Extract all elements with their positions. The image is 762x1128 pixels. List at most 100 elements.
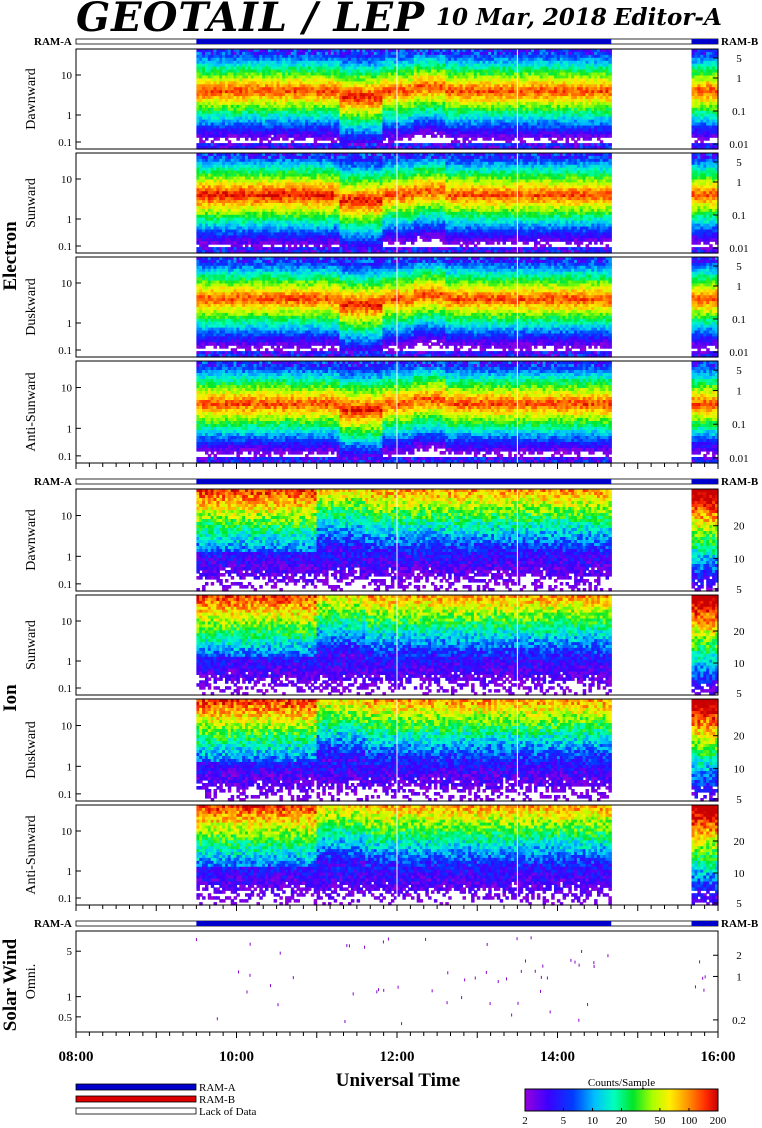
ram-bar: RAM-A RAM-B: [34, 476, 759, 488]
x-axis-label: Universal Time: [336, 1070, 460, 1091]
colorbar-scale: [525, 1089, 718, 1111]
y-tick-label-right: 10: [734, 763, 746, 775]
panel-frame: [76, 931, 718, 1032]
y-tick-label: 10: [61, 278, 73, 290]
y-tick-label-right: 5: [736, 365, 742, 377]
ram-a-coverage: [196, 39, 611, 44]
y-tick-label-right: 5: [736, 157, 742, 169]
y-tick-label: 10: [61, 383, 73, 395]
legend-label: RAM-B: [199, 1094, 235, 1106]
colorbar-tick-label: 2: [522, 1115, 528, 1127]
panel-label: Sunward: [24, 178, 39, 228]
y-tick-label: 10: [61, 721, 73, 733]
group-label: Ion: [0, 684, 21, 712]
legend-swatch: [76, 1084, 196, 1090]
y-tick-label: 10: [61, 616, 73, 628]
colorbar-title: Counts/Sample: [588, 1077, 655, 1089]
y-tick-label: 0.5: [58, 1012, 72, 1024]
y-tick-label: 1: [67, 656, 73, 668]
y-tick-label-right: 2: [736, 950, 742, 962]
y-tick-label: 5: [67, 946, 73, 958]
y-tick-label: 10: [61, 826, 73, 838]
ram-label-right: RAM-B: [721, 36, 759, 48]
y-tick-label-right: 10: [734, 658, 746, 670]
y-tick-label: 1: [67, 992, 73, 1004]
y-tick-label-right: 0.01: [729, 453, 748, 465]
ram-bar: RAM-A RAM-B: [34, 918, 759, 930]
panel-label: Duskward: [24, 721, 39, 779]
colorbar-tick-label: 100: [681, 1115, 698, 1127]
panel-label: Sunward: [24, 620, 39, 670]
y-tick-label-right: 10: [734, 553, 746, 565]
y-tick-label: 1: [67, 761, 73, 773]
y-tick-label-right: 0.1: [732, 106, 746, 118]
ram-a-coverage: [196, 921, 611, 926]
y-tick-label-right: 0.1: [732, 314, 746, 326]
panel-label: Dawnward: [24, 68, 39, 129]
y-tick-label: 1: [67, 214, 73, 226]
time-axis-ticks: [76, 1032, 718, 1038]
y-tick-label-right: 0.1: [732, 419, 746, 431]
ram-label-left: RAM-A: [34, 36, 72, 48]
y-tick-label: 0.1: [58, 345, 72, 357]
ram-label-right: RAM-B: [721, 476, 759, 488]
y-tick-label-right: 5: [736, 584, 742, 596]
colorbar-tick-label: 20: [616, 1115, 628, 1127]
colorbar-tick-label: 5: [561, 1115, 567, 1127]
y-tick-label: 0.1: [58, 683, 72, 695]
y-tick-label-right: 1: [736, 386, 742, 398]
panel-label: Anti-Sunward: [24, 815, 39, 894]
colorbar-tick-label: 10: [587, 1115, 599, 1127]
y-tick-label: 10: [61, 511, 73, 523]
y-tick-label: 1: [67, 110, 73, 122]
y-tick-label-right: 0.01: [729, 243, 748, 255]
time-axis-ticks: [76, 905, 718, 911]
group-label: Solar Wind: [0, 938, 21, 1031]
y-tick-label-right: 10: [734, 868, 746, 880]
y-tick-label-right: 1: [736, 73, 742, 85]
ram-a-coverage: [692, 479, 718, 484]
legend-swatch: [76, 1096, 196, 1102]
panel-label: Duskward: [24, 278, 39, 336]
y-tick-label: 0.1: [58, 241, 72, 253]
colorbar-tick-label: 200: [710, 1115, 727, 1127]
panel-label: Dawnward: [24, 509, 39, 570]
panel-label: Omni.: [24, 964, 39, 999]
y-tick-label-right: 20: [734, 626, 746, 638]
ram-a-coverage: [196, 479, 611, 484]
y-tick-label: 0.1: [58, 789, 72, 801]
x-tick-label: 12:00: [380, 1049, 415, 1065]
legend-label: RAM-A: [199, 1082, 236, 1094]
ram-label-right: RAM-B: [721, 918, 759, 930]
y-tick-label-right: 20: [734, 521, 746, 533]
x-tick-label: 16:00: [701, 1049, 736, 1065]
y-tick-label: 1: [67, 551, 73, 563]
panel-label: Anti-Sunward: [24, 372, 39, 451]
ram-a-coverage: [692, 39, 718, 44]
x-tick-label: 10:00: [219, 1049, 254, 1065]
spectrogram-figure: RAM-A RAM-BDawnward 1010.1510.10.01Sunward…: [0, 0, 762, 1128]
y-tick-label: 10: [61, 70, 73, 82]
y-tick-label: 1: [67, 866, 73, 878]
y-tick-label-right: 20: [734, 836, 746, 848]
y-tick-label-right: 0.01: [729, 139, 748, 151]
y-tick-label-right: 20: [734, 731, 746, 743]
y-tick-label: 1: [67, 423, 73, 435]
y-tick-label-right: 0.1: [732, 210, 746, 222]
y-tick-label-right: 1: [736, 177, 742, 189]
y-tick-label-right: 5: [736, 898, 742, 910]
time-axis-ticks: [76, 463, 718, 469]
x-tick-label: 08:00: [59, 1049, 94, 1065]
ram-label-left: RAM-A: [34, 918, 72, 930]
y-tick-label-right: 1: [736, 971, 742, 983]
